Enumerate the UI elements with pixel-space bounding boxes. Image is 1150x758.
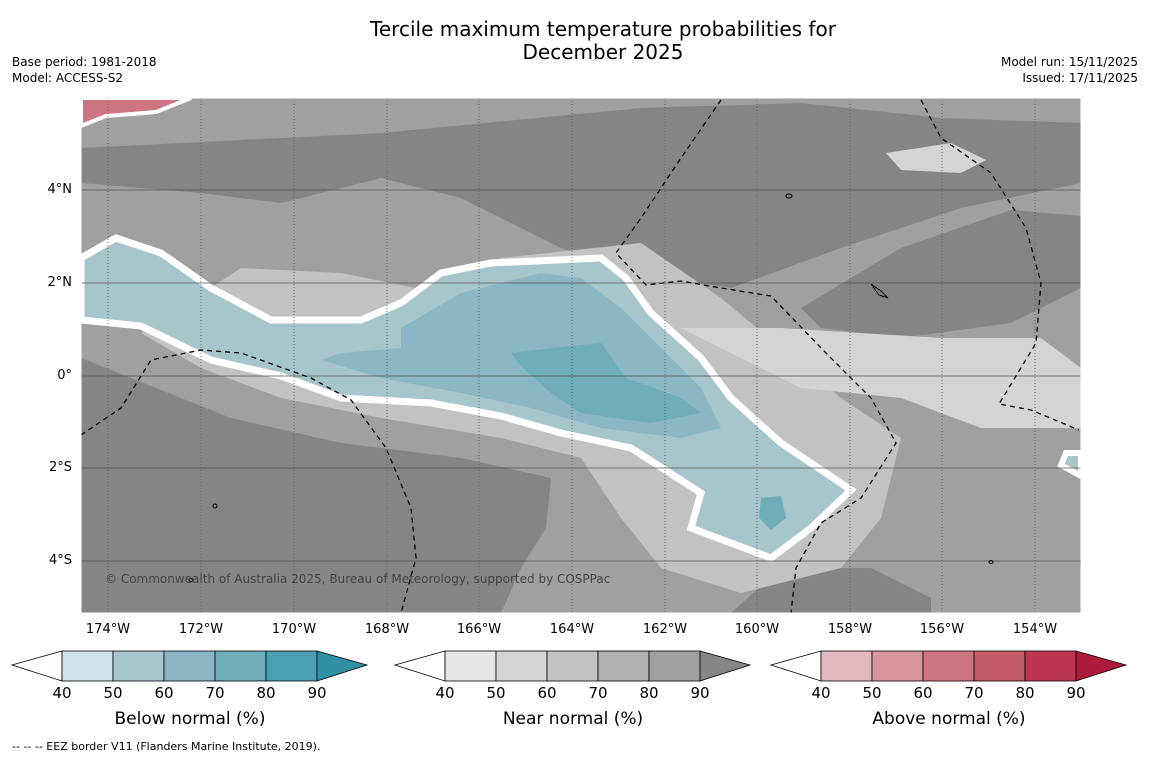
above-normal-tick-60: 60 xyxy=(913,684,933,702)
lat-label-0: 0° xyxy=(57,368,72,383)
near-normal-segment-60 xyxy=(546,650,599,682)
below-normal-tick-80: 80 xyxy=(256,684,276,702)
issued-date: Issued: 17/11/2025 xyxy=(1022,71,1138,85)
below-normal-70-region xyxy=(511,343,701,423)
above-normal-segment-40 xyxy=(820,650,873,682)
below-normal-segment-60 xyxy=(163,650,216,682)
lon-label-174w: 174°W xyxy=(85,622,131,637)
below-normal-segment-40 xyxy=(61,650,114,682)
lon-label-158w: 158°W xyxy=(827,622,873,637)
below-normal-colorbar xyxy=(10,650,369,682)
below-normal-label: Below normal (%) xyxy=(114,709,266,729)
above-normal-colorbar xyxy=(769,650,1128,682)
above-normal-low-extension xyxy=(769,650,822,682)
above-normal-tick-50: 50 xyxy=(862,684,882,702)
model-run: Model run: 15/11/2025 xyxy=(1000,55,1138,69)
lat-label-2s: 2°S xyxy=(48,460,72,475)
lon-label-164w: 164°W xyxy=(549,622,595,637)
below-normal-segment-70 xyxy=(214,650,267,682)
meta-left: Base period: 1981-2018 Model: ACCESS-S2 xyxy=(12,54,157,86)
near-normal-tick-50: 50 xyxy=(486,684,506,702)
below-normal-70-patch xyxy=(759,496,786,530)
lon-label-168w: 168°W xyxy=(364,622,410,637)
islands xyxy=(188,193,994,582)
above-normal-tick-80: 80 xyxy=(1015,684,1035,702)
light-gray-patch-ne xyxy=(886,143,986,173)
lat-label-4n: 4°N xyxy=(47,182,73,197)
near-normal-segment-80 xyxy=(648,650,701,682)
below-normal-tick-90: 90 xyxy=(307,684,327,702)
near-normal-label: Near normal (%) xyxy=(502,709,644,729)
near-normal-low-extension xyxy=(393,650,446,682)
copyright-note: © Commonwealth of Australia 2025, Bureau… xyxy=(105,572,611,586)
lon-label-154w: 154°W xyxy=(1012,622,1058,637)
lon-label-170w: 170°W xyxy=(271,622,317,637)
title-line-2: December 2025 xyxy=(522,40,684,64)
light-gray-east xyxy=(681,328,1081,428)
near-normal-high-extension xyxy=(699,650,752,682)
below-normal-low-extension xyxy=(10,650,63,682)
dark-band-south xyxy=(81,358,551,613)
eez-borders xyxy=(81,99,1080,613)
near-normal-segment-50 xyxy=(495,650,548,682)
latitude-gridlines xyxy=(81,189,1081,562)
above-normal-tick-40: 40 xyxy=(811,684,831,702)
below-normal-40-region xyxy=(81,234,857,562)
above-normal-segment-70 xyxy=(973,650,1026,682)
below-normal-segment-50 xyxy=(112,650,165,682)
below-normal-high-extension xyxy=(316,650,369,682)
lat-label-2n: 2°N xyxy=(47,275,73,290)
below-normal-segment-80 xyxy=(265,650,318,682)
near-normal-tick-70: 70 xyxy=(588,684,608,702)
above-normal-segment-60 xyxy=(922,650,975,682)
below-normal-tick-40: 40 xyxy=(52,684,72,702)
meta-right: Model run: 15/11/2025 Issued: 17/11/2025 xyxy=(1001,54,1138,86)
above-normal-tick-90: 90 xyxy=(1066,684,1086,702)
below-normal-tick-70: 70 xyxy=(205,684,225,702)
below-normal-east-edge xyxy=(1057,450,1081,480)
eez-footnote: -- -- -- EEZ border V11 (Flanders Marine… xyxy=(12,740,321,753)
above-normal-tick-70: 70 xyxy=(964,684,984,702)
near-normal-colorbar xyxy=(393,650,752,682)
lat-label-4s: 4°S xyxy=(48,553,72,568)
probability-map xyxy=(81,98,1081,613)
lon-label-166w: 166°W xyxy=(456,622,502,637)
base-period: Base period: 1981-2018 xyxy=(12,55,157,69)
model-name: Model: ACCESS-S2 xyxy=(12,71,124,85)
lon-label-160w: 160°W xyxy=(734,622,780,637)
dark-band-north xyxy=(81,103,1081,288)
near-normal-tick-90: 90 xyxy=(690,684,710,702)
lon-label-156w: 156°W xyxy=(919,622,965,637)
colorbars xyxy=(10,650,1128,682)
below-normal-tick-50: 50 xyxy=(103,684,123,702)
above-normal-corner xyxy=(81,98,192,129)
above-normal-segment-80 xyxy=(1024,650,1077,682)
longitude-gridlines xyxy=(107,98,1036,613)
near-normal-tick-80: 80 xyxy=(639,684,659,702)
near-normal-tick-40: 40 xyxy=(435,684,455,702)
chart-title: Tercile maximum temperature probabilitie… xyxy=(300,18,906,64)
dark-band-east xyxy=(801,210,1081,338)
near-normal-segment-70 xyxy=(597,650,650,682)
above-normal-segment-50 xyxy=(871,650,924,682)
lon-label-162w: 162°W xyxy=(642,622,688,637)
lon-label-172w: 172°W xyxy=(178,622,224,637)
above-normal-high-extension xyxy=(1075,650,1128,682)
above-normal-label: Above normal (%) xyxy=(872,709,1026,729)
near-normal-tick-60: 60 xyxy=(537,684,557,702)
below-normal-tick-60: 60 xyxy=(154,684,174,702)
title-line-1: Tercile maximum temperature probabilitie… xyxy=(370,17,836,41)
near-normal-segment-40 xyxy=(444,650,497,682)
